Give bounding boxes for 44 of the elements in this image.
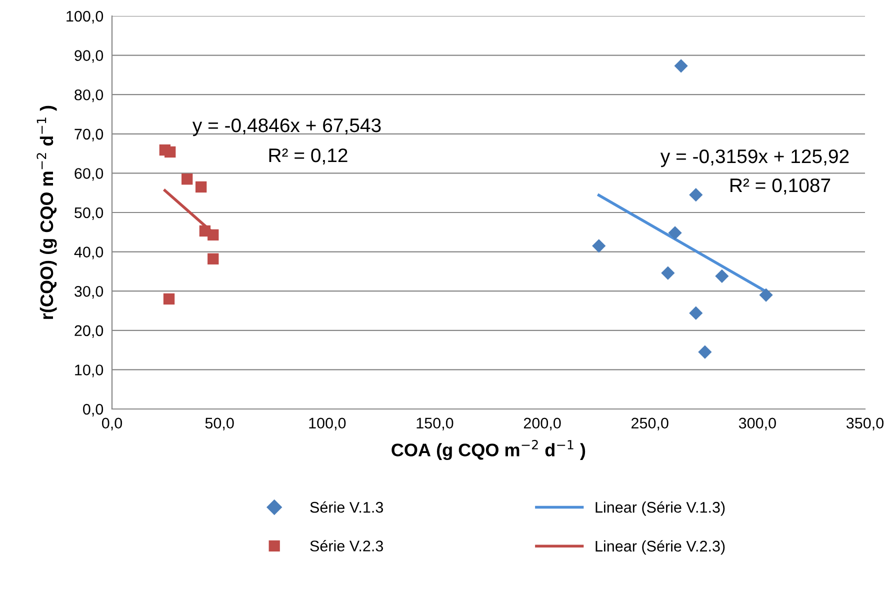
x-tick-label: 350,0	[846, 418, 884, 430]
point	[661, 266, 675, 280]
point	[208, 253, 219, 264]
point	[195, 181, 207, 193]
legend-label: Série V.2.3	[310, 540, 383, 552]
x-tick-label: 200,0	[524, 418, 561, 430]
point	[674, 59, 688, 73]
point	[164, 146, 176, 158]
point	[698, 345, 712, 359]
point	[689, 188, 703, 202]
y-tick-label: 70,0	[74, 128, 104, 142]
y-tick-label: 100,0	[66, 10, 104, 24]
x-tick-label: 100,0	[309, 418, 346, 430]
legend-label: Linear (Série V.2.3)	[596, 540, 725, 555]
y-tick-label: 0,0	[83, 404, 104, 416]
point	[668, 226, 682, 240]
annotation: y = -0,4846x + 67,543	[192, 118, 381, 136]
y-tick-label: 30,0	[74, 286, 104, 299]
y-tick-label: 50,0	[74, 207, 104, 220]
x-axis-title: COA (g CQO m$^{−2}$ d$^{−1}$ )	[392, 440, 586, 460]
y-tick-label: 20,0	[74, 325, 104, 338]
y-tick-label: 90,0	[74, 50, 104, 63]
y-tick-label: 80,0	[74, 89, 104, 102]
point	[689, 306, 703, 320]
x-tick-label: 300,0	[738, 418, 776, 430]
x-tick-label: 0,0	[102, 418, 122, 430]
point	[163, 293, 175, 305]
y-tick-label: 40,0	[74, 246, 104, 260]
annotation: R² = 0,12	[269, 148, 348, 165]
legend-label: Linear (Série V.1.3)	[596, 501, 725, 516]
point	[715, 269, 729, 283]
point	[759, 288, 773, 302]
point	[208, 229, 219, 240]
annotation: y = -0,3159x + 125,92	[660, 149, 849, 168]
y-tick-label: 10,0	[75, 364, 104, 378]
x-tick-label: 250,0	[632, 418, 668, 430]
legend-label: Série V.1.3	[310, 501, 383, 513]
y-axis-title: r(CQO) (g CQO m$^{−2}$ d$^{−1}$ )	[36, 106, 57, 319]
point	[592, 239, 606, 253]
annotation: R² = 0,1087	[730, 178, 830, 195]
point	[181, 174, 193, 185]
x-tick-label: 150,0	[416, 418, 454, 430]
x-tick-label: 50,0	[205, 418, 234, 430]
y-tick-label: 60,0	[74, 168, 104, 181]
